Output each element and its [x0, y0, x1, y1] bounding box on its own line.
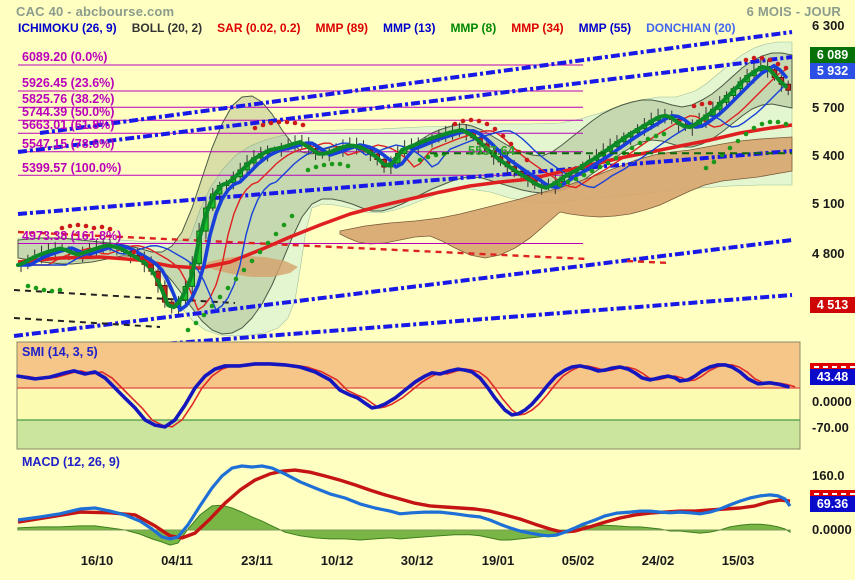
legend-mmp55[interactable]: MMP (55): [578, 21, 632, 35]
high-price-badge: 6 089: [810, 47, 855, 63]
x-label-0502: 05/02: [561, 553, 595, 568]
legend-mmp8[interactable]: MMP (8): [450, 21, 497, 35]
y-tick-6300: 6 300: [812, 18, 845, 33]
x-label-1012: 10/12: [320, 553, 354, 568]
fib-label-618: 5663.01 (61.8%): [22, 118, 115, 132]
x-label-2402: 24/02: [641, 553, 675, 568]
x-label-1610: 16/10: [80, 553, 114, 568]
x-label-2311: 23/11: [241, 553, 273, 568]
fib-label-100: 5399.57 (100.0%): [22, 161, 122, 175]
legend-ichimoku[interactable]: ICHIMOKU (26, 9): [18, 21, 117, 35]
last-price-badge: 5 932: [810, 63, 855, 79]
macd-top-label: 160.0: [812, 468, 845, 483]
y-tick-5400: 5 400: [812, 148, 845, 163]
page-title: CAC 40 - abcbourse.com: [16, 4, 175, 19]
smi-low-label: -70.00: [812, 420, 849, 435]
y-tick-5100: 5 100: [812, 196, 845, 211]
fib-label-50: 5744.39 (50.0%): [22, 105, 115, 119]
alert-level-label[interactable]: 5537.64: [468, 143, 515, 158]
x-label-1503: 15/03: [721, 553, 755, 568]
fib-label-786: 5547.15 (78.6%): [22, 137, 115, 151]
smi-zero-label: 0.0000: [812, 394, 852, 409]
legend-mmp13[interactable]: MMP (13): [382, 21, 436, 35]
x-label-3012: 30/12: [400, 553, 434, 568]
period-label: 6 MOIS - JOUR: [746, 4, 841, 19]
indicator-legend: ICHIMOKU (26, 9) BOLL (20, 2) SAR (0.02,…: [18, 21, 735, 35]
legend-mmp34[interactable]: MMP (34): [511, 21, 564, 35]
fib-label-382: 5825.76 (38.2%): [22, 92, 115, 106]
y-tick-5700: 5 700: [812, 100, 845, 115]
smi-red-value-badge: [810, 363, 855, 371]
macd-red-value-badge: [810, 490, 855, 498]
macd-panel-title: MACD (12, 26, 9): [22, 455, 120, 469]
low-price-badge: 4 513: [810, 297, 855, 313]
macd-value-badge: 69.36: [810, 496, 855, 512]
legend-sar[interactable]: SAR (0.02, 0.2): [217, 21, 301, 35]
macd-zero-label: 0.0000: [812, 522, 852, 537]
x-label-1901: 19/01: [481, 553, 515, 568]
x-label-0411: 04/11: [161, 553, 193, 568]
smi-value-badge: 43.48: [810, 369, 855, 385]
fib-label-236: 5926.45 (23.6%): [22, 76, 115, 90]
fib-label-1618: 4973.38 (161.8%): [22, 229, 122, 243]
fib-label-0: 6089.20 (0.0%): [22, 50, 108, 64]
smi-panel-title: SMI (14, 3, 5): [22, 345, 98, 359]
legend-mmp89[interactable]: MMP (89): [315, 21, 368, 35]
legend-donchian[interactable]: DONCHIAN (20): [646, 21, 736, 35]
legend-boll[interactable]: BOLL (20, 2): [131, 21, 203, 35]
y-tick-4800: 4 800: [812, 246, 845, 261]
